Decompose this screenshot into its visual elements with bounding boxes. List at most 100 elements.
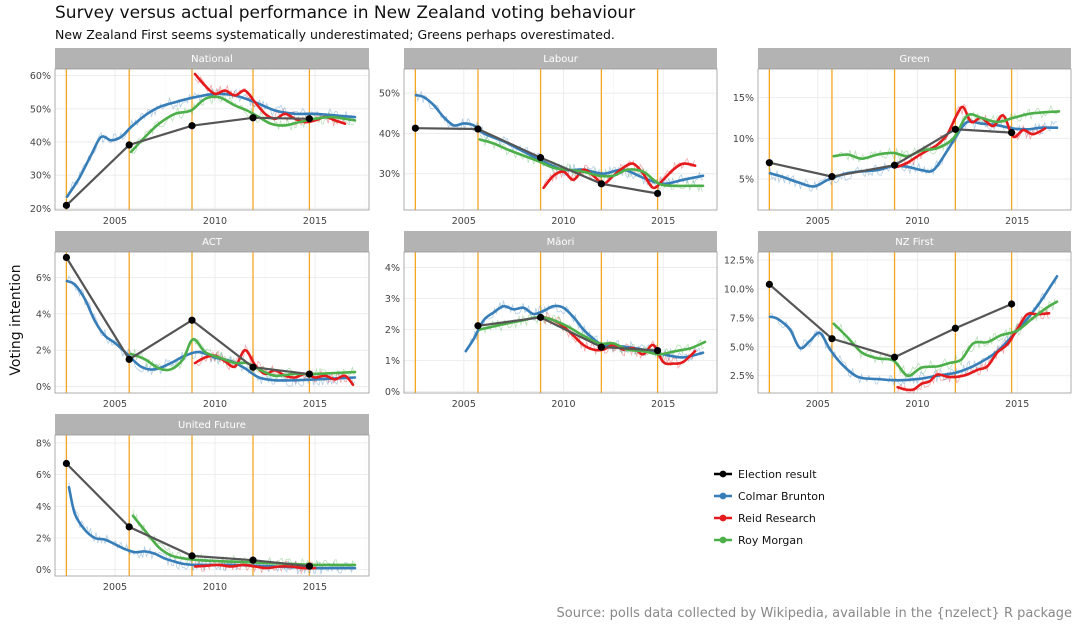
election-result-point [62, 253, 70, 262]
election-result-point [474, 125, 482, 133]
facet-strip [404, 231, 717, 252]
x-tick-label: 2010 [203, 216, 227, 227]
election-result-point [1007, 128, 1016, 137]
election-result-point [536, 154, 545, 162]
y-tick-label: 2% [36, 346, 51, 357]
election-result-point [411, 124, 419, 132]
panel-background [758, 69, 1071, 210]
election-result-point [62, 201, 70, 209]
y-tick-label: 4% [385, 263, 400, 274]
y-tick-label: 10.0% [724, 284, 754, 295]
y-tick-label: 20% [30, 204, 51, 215]
election-result-point [951, 125, 959, 133]
y-tick-label: 15% [733, 93, 754, 104]
legend-label: Election result [738, 468, 817, 481]
x-tick-label: 2010 [203, 399, 227, 410]
election-result-point [305, 115, 313, 123]
facet-strip [758, 48, 1071, 69]
y-tick-label: 6% [36, 273, 51, 284]
y-tick-label: 0% [36, 565, 51, 576]
panel-background [55, 435, 369, 576]
election-result-point [188, 316, 196, 324]
facet-label: National [191, 54, 233, 65]
election-result-point [188, 552, 196, 560]
y-tick-label: 6% [36, 470, 51, 481]
legend-key-point [719, 514, 727, 522]
y-tick-label: 4% [36, 309, 51, 320]
election-result-point [597, 180, 605, 188]
raw-poll-trace-colmar-brunton [769, 274, 1058, 386]
y-tick-label: 50% [30, 104, 51, 115]
x-tick-label: 2015 [303, 216, 327, 227]
election-result-point [597, 343, 605, 351]
series-line-colmar-brunton [65, 92, 357, 198]
y-tick-label: 10% [733, 134, 754, 145]
series-line-colmar-brunton [414, 93, 705, 186]
facet-label: Māori [547, 237, 575, 248]
raw-poll-trace-roy-morgan [833, 104, 1059, 163]
election-result-point [653, 189, 662, 198]
election-result-point [249, 363, 257, 371]
election-result-point [951, 324, 959, 332]
legend: Election result Colmar Brunton Reid Resear… [714, 468, 825, 547]
x-tick-label: 2010 [203, 582, 227, 593]
legend-key-point [719, 470, 727, 478]
panel-background [55, 252, 369, 393]
legend-key-point [719, 492, 727, 500]
facet-label: NZ First [895, 237, 934, 248]
election-result-point [125, 355, 133, 363]
panel-labour: Labour 2005 2010 2015 30% 40% 50% [379, 48, 718, 227]
y-tick-label: 2% [36, 533, 51, 544]
y-tick-label: 1% [385, 356, 400, 367]
legend-key-point [719, 536, 727, 544]
x-tick-label: 2015 [651, 216, 675, 227]
x-tick-label: 2005 [103, 216, 127, 227]
chart-subtitle: New Zealand First seems systematically u… [55, 27, 615, 42]
panel-green: Green 2005 2010 2015 5% 10% 15% [733, 48, 1072, 227]
facet-strip [758, 231, 1071, 252]
panel-background [758, 252, 1071, 393]
series-line-reid-research [542, 162, 697, 190]
legend-item-reid-research: Reid Research [714, 512, 816, 525]
facet-label: Labour [543, 54, 579, 65]
x-tick-label: 2010 [551, 399, 575, 410]
y-tick-label: 8% [36, 438, 51, 449]
election-result-line [477, 316, 658, 352]
election-result-point [62, 459, 70, 468]
panel-national: National 2005 2010 2015 20% 30% 40% 50% 60% [30, 48, 370, 227]
panel-border [403, 68, 718, 211]
y-tick-label: 5.0% [730, 342, 754, 353]
facet-strip [55, 231, 369, 252]
y-tick-label: 2% [385, 325, 400, 336]
legend-label: Roy Morgan [738, 534, 803, 547]
x-tick-label: 2015 [1005, 216, 1029, 227]
y-tick-label: 0% [385, 387, 400, 398]
y-tick-label: 4% [36, 502, 51, 513]
election-result-point [765, 159, 773, 167]
chart-title: Survey versus actual performance in New … [55, 3, 636, 23]
series-line-reid-research [193, 563, 317, 570]
facet-label: United Future [178, 420, 246, 431]
facet-strip [55, 48, 369, 69]
y-tick-label: 30% [30, 171, 51, 182]
x-tick-label: 2010 [905, 216, 929, 227]
x-tick-label: 2010 [905, 399, 929, 410]
election-result-point [890, 161, 899, 169]
legend-label: Reid Research [738, 512, 816, 525]
caption: Source: polls data collected by Wikipedi… [556, 606, 1073, 621]
election-result-point [765, 280, 773, 288]
x-tick-label: 2005 [452, 399, 476, 410]
raw-poll-trace-roy-morgan [833, 298, 1057, 379]
election-result-point [1007, 300, 1016, 308]
panel-united-future: United Future 2005 2010 2015 0% 2% 4% 6% 8% [36, 414, 370, 593]
y-tick-label: 2.5% [730, 371, 754, 382]
x-tick-label: 2005 [806, 216, 830, 227]
raw-poll-trace-colmar-brunton [465, 300, 703, 363]
panel-background [404, 69, 717, 210]
election-result-point [828, 172, 836, 181]
election-result-point [305, 562, 313, 570]
series-line-roy-morgan [832, 110, 1061, 160]
x-tick-label: 2005 [806, 399, 830, 410]
y-tick-label: 7.5% [730, 313, 754, 324]
